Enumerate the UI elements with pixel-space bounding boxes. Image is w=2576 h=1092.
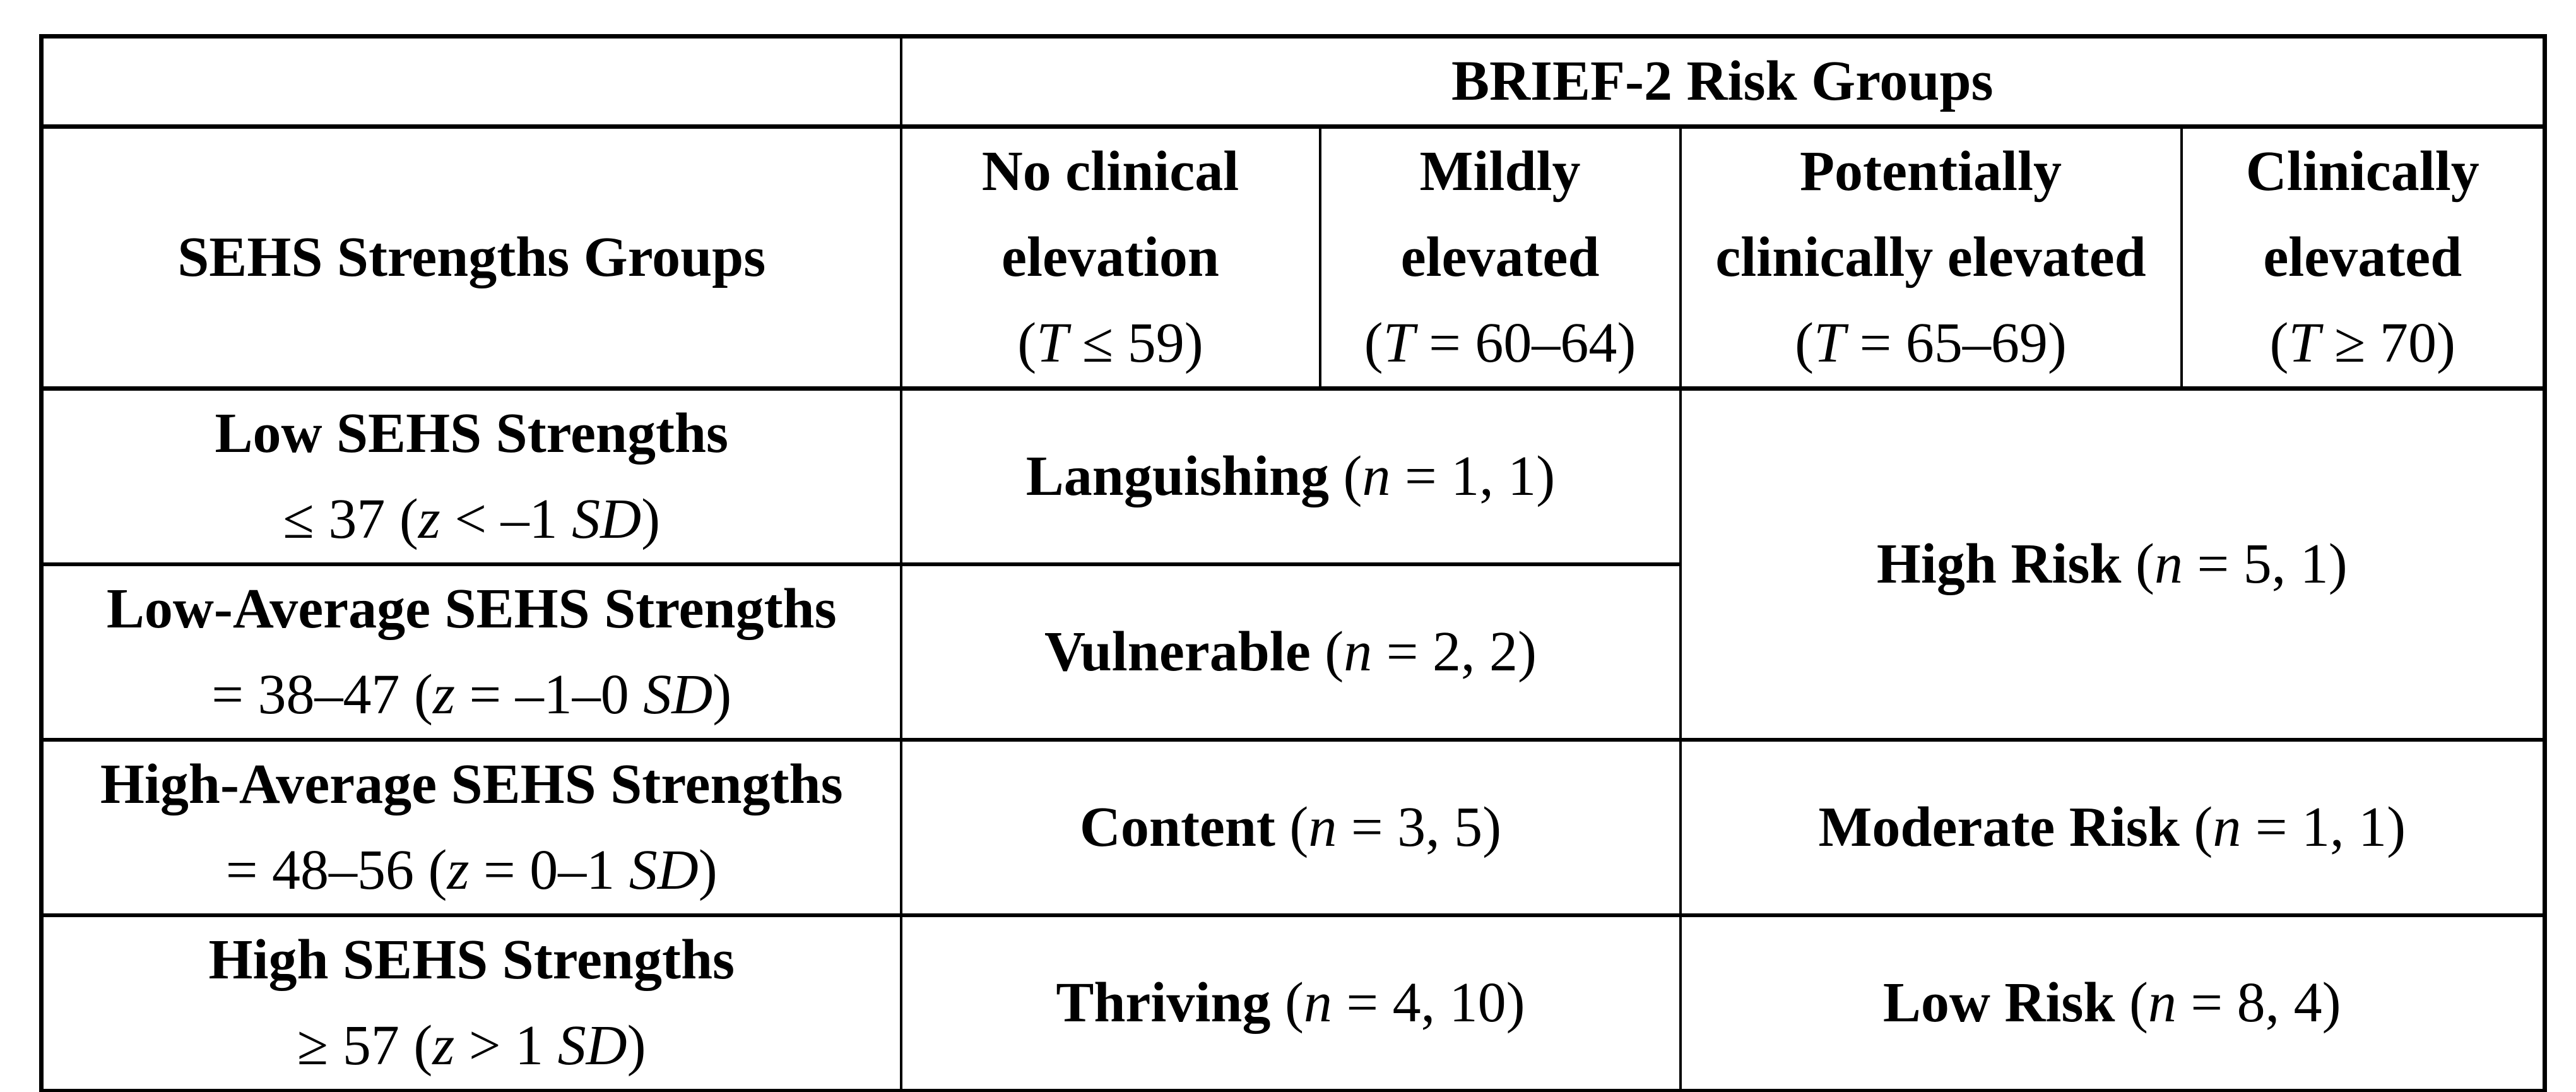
sehs-brief2-crosstab: BRIEF-2 Risk Groups SEHS Strengths Group… — [39, 34, 2547, 1092]
cell-header-mildly-elevated: Mildly elevated (T = 60–64) — [1318, 124, 1682, 391]
cell-content: Content (n = 3, 5) — [899, 738, 1682, 917]
cell-header-no-clinical-elevation: No clinical elevation (T ≤ 59) — [899, 124, 1321, 391]
sehs-brief2-crosstab-table: BRIEF-2 Risk Groups SEHS Strengths Group… — [39, 34, 2547, 1092]
cell-row-high-sehs-strengths: High SEHS Strengths ≥ 57 (z > 1 SD) — [40, 913, 902, 1092]
cell-languishing: Languishing (n = 1, 1) — [899, 386, 1682, 566]
cell-sehs-strengths-groups-header: SEHS Strengths Groups — [40, 124, 902, 391]
cell-row-low-sehs-strengths: Low SEHS Strengths ≤ 37 (z < –1 SD) — [40, 386, 902, 566]
cell-thriving: Thriving (n = 4, 10) — [899, 913, 1682, 1092]
cell-header-potentially-clinically-elevated: Potentially clinically elevated (T = 65–69… — [1679, 124, 2183, 391]
cell-vulnerable: Vulnerable (n = 2, 2) — [899, 562, 1682, 742]
cell-empty-corner — [40, 34, 902, 129]
cell-low-risk: Low Risk (n = 8, 4) — [1679, 913, 2546, 1092]
cell-header-clinically-elevated: Clinically elevated (T ≥ 70) — [2180, 124, 2546, 391]
cell-high-risk: High Risk (n = 5, 1) — [1679, 386, 2546, 742]
cell-row-high-average-sehs-strengths: High-Average SEHS Strengths = 48–56 (z = … — [40, 738, 902, 917]
cell-brief2-risk-groups-header: BRIEF-2 Risk Groups — [899, 34, 2546, 129]
cell-moderate-risk: Moderate Risk (n = 1, 1) — [1679, 738, 2546, 917]
cell-row-low-average-sehs-strengths: Low-Average SEHS Strengths = 38–47 (z = –… — [40, 562, 902, 742]
